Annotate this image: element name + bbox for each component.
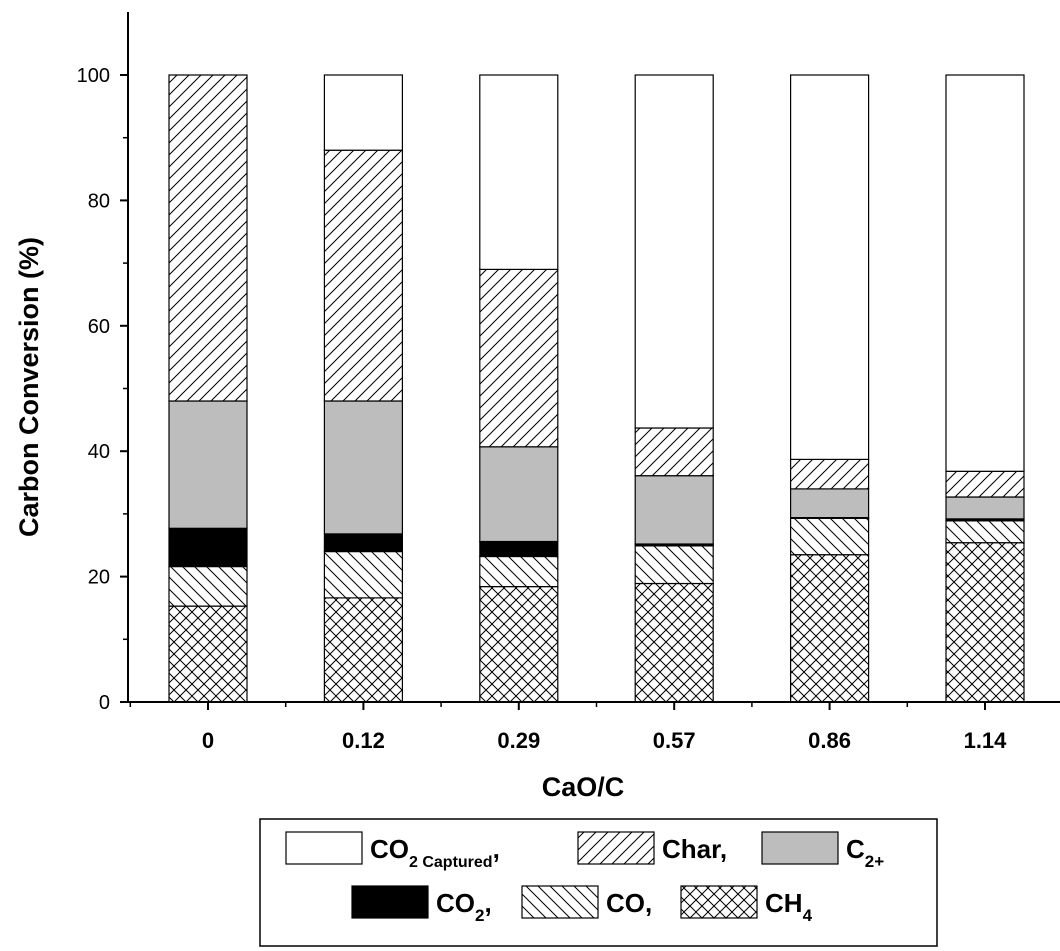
bar-co-1 <box>323 550 403 599</box>
bar-ch4-5 <box>945 542 1025 703</box>
legend-swatch-ch4 <box>680 885 758 919</box>
bar-co-0 <box>168 565 248 607</box>
x-axis-label: CaO/C <box>542 772 625 802</box>
legend-label-ch4: CH4 <box>765 888 813 925</box>
bar-ch4-2 <box>479 585 559 703</box>
bar-char-4 <box>789 458 870 490</box>
x-tick-label: 1.14 <box>964 728 1008 753</box>
legend-label-co2c: CO2 Captured, <box>370 834 500 871</box>
legend-swatch-co <box>521 885 599 919</box>
bar-c2-2 <box>479 446 559 543</box>
y-tick-label: 80 <box>88 190 110 212</box>
bar-co2c-2 <box>479 74 559 270</box>
bar-co2c-3 <box>634 74 714 429</box>
y-tick-label: 20 <box>88 567 110 589</box>
y-tick-label: 40 <box>88 441 110 463</box>
legend: CO2 Captured, Char, C2+ CO2, CO, CH4 <box>259 818 938 947</box>
y-tick-label: 0 <box>99 692 110 714</box>
y-axis-label: Carbon Conversion (%) <box>14 237 44 537</box>
bar-co-5 <box>945 520 1025 544</box>
bar-ch4-4 <box>789 554 870 703</box>
bar-ch4-0 <box>168 605 248 703</box>
bar-co-4 <box>789 517 870 556</box>
legend-label-co2: CO2, <box>436 888 492 925</box>
bar-ch4-3 <box>634 582 714 703</box>
bar-co-2 <box>479 555 559 588</box>
legend-swatch-co2c <box>285 831 363 865</box>
bar-co2c-1 <box>323 74 403 151</box>
bar-c2-3 <box>634 475 714 545</box>
bar-char-2 <box>479 268 559 448</box>
x-tick-label: 0.29 <box>497 728 540 753</box>
bar-char-1 <box>323 149 403 402</box>
bar-c2-4 <box>789 488 870 519</box>
bar-co-3 <box>634 545 714 585</box>
bar-c2-1 <box>323 400 403 535</box>
legend-label-c2: C2+ <box>846 834 884 871</box>
bar-c2-5 <box>945 496 1025 520</box>
bar-char-5 <box>945 470 1025 498</box>
bar-char-3 <box>634 427 714 477</box>
bar-co2c-4 <box>789 74 870 460</box>
x-tick-label: 0 <box>202 728 214 753</box>
legend-swatch-c2 <box>761 831 839 865</box>
bar-co2-2 <box>479 540 559 558</box>
y-ticks: 0 20 40 60 80 100 <box>77 65 128 714</box>
x-tick-label: 0.12 <box>342 728 385 753</box>
x-ticks: 0 0.12 0.29 0.57 0.86 1.14 <box>129 702 1008 753</box>
x-tick-label: 0.86 <box>808 728 851 753</box>
bar-co2c-5 <box>945 74 1025 472</box>
legend-label-co: CO, <box>606 888 652 918</box>
bar-ch4-1 <box>323 597 403 703</box>
legend-label-char: Char, <box>662 834 727 864</box>
bars-layer <box>168 74 1025 703</box>
legend-swatch-char <box>577 831 655 865</box>
axes-layer <box>127 12 1060 703</box>
y-tick-label: 60 <box>88 316 110 338</box>
bar-c2-0 <box>168 400 248 529</box>
bar-co2-0 <box>168 527 248 568</box>
bar-char-0 <box>168 74 248 402</box>
legend-swatch-co2 <box>351 885 429 919</box>
x-tick-label: 0.57 <box>653 728 696 753</box>
bar-co2-1 <box>323 533 403 553</box>
y-tick-label: 100 <box>77 65 110 87</box>
